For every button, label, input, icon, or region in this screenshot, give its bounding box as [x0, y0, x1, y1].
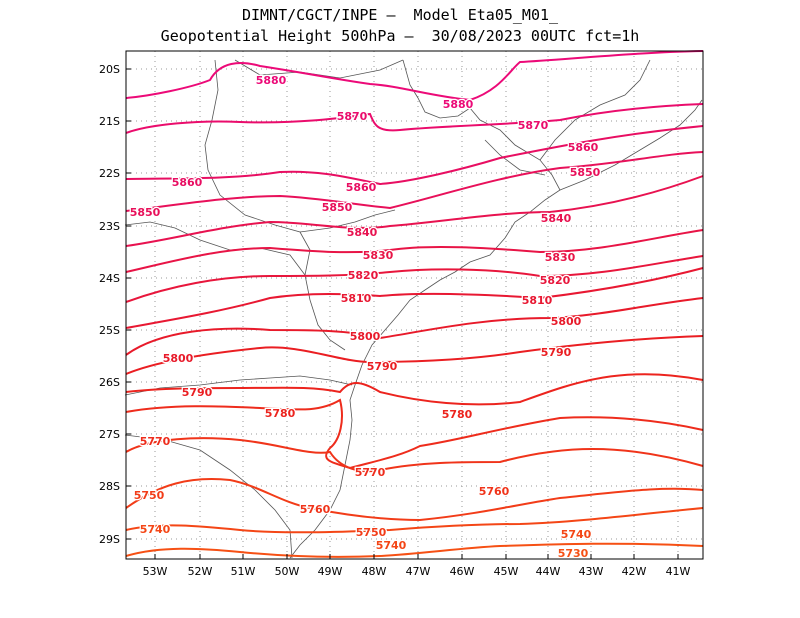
- contour-label: 5780: [442, 408, 473, 421]
- state-border: [124, 434, 293, 559]
- y-tick-label: 23S: [99, 220, 120, 233]
- contour-label: 5870: [518, 119, 549, 132]
- contour-lines: [125, 50, 704, 558]
- x-tick-label: 43W: [579, 565, 604, 578]
- contour-line-5740: [125, 507, 704, 534]
- map-frame: [125, 50, 704, 560]
- contour-label: 5790: [541, 346, 572, 359]
- y-tick-label: 20S: [99, 63, 120, 76]
- contour-labels: 5880 5880 5870 5870 5860 5860 5860 5850 5850 5850…: [128, 73, 601, 562]
- contour-label: 5790: [367, 360, 398, 373]
- contour-label: 5740: [376, 539, 407, 552]
- contour-line-5810: [125, 267, 704, 329]
- y-tick-label: 26S: [99, 376, 120, 389]
- contour-label: 5760: [479, 485, 510, 498]
- contour-label: 5810: [341, 292, 372, 305]
- contour-label: 5830: [545, 251, 576, 264]
- state-border: [124, 221, 306, 276]
- coastline-borders: [124, 59, 703, 559]
- contour-line-5870: [125, 103, 704, 134]
- x-tick-label: 44W: [536, 565, 561, 578]
- contour-label: 5780: [265, 407, 296, 420]
- state-border: [299, 209, 396, 233]
- contour-label: 5770: [140, 435, 171, 448]
- contour-line-5830: [125, 229, 704, 273]
- contour-label: 5840: [347, 226, 378, 239]
- contour-label: 5740: [140, 523, 171, 536]
- contour-line-5790: [125, 335, 704, 375]
- y-tick-label: 24S: [99, 272, 120, 285]
- x-tick-label: 45W: [494, 565, 519, 578]
- y-tick-label: 22S: [99, 167, 120, 180]
- map-title-line-2: Geopotential Height 500hPa – 30/08/2023 …: [160, 27, 640, 45]
- x-tick-label: 42W: [622, 565, 647, 578]
- contour-label: 5860: [172, 176, 203, 189]
- y-tick-label: 29S: [99, 533, 120, 546]
- x-tick-label: 52W: [188, 565, 213, 578]
- y-axis-ticks: 20S 21S 22S 23S 24S 25S 26S 27S 28S 29S: [99, 63, 131, 546]
- contour-line-5770: [125, 398, 704, 470]
- contour-label: 5740: [561, 528, 592, 541]
- lat-lon-grid: [126, 51, 703, 559]
- contour-label: 5850: [570, 166, 601, 179]
- y-tick-label: 27S: [99, 428, 120, 441]
- contour-label: 5800: [350, 330, 381, 343]
- contour-label: 5800: [163, 352, 194, 365]
- coastline: [289, 59, 561, 559]
- x-tick-label: 49W: [318, 565, 343, 578]
- contour-label: 5870: [337, 110, 368, 123]
- contour-label: 5760: [300, 503, 331, 516]
- contour-label: 5750: [134, 489, 165, 502]
- x-tick-label: 48W: [362, 565, 387, 578]
- contour-label: 5770: [355, 466, 386, 479]
- contour-label: 5750: [356, 526, 387, 539]
- state-border: [204, 59, 346, 351]
- y-tick-label: 21S: [99, 115, 120, 128]
- x-tick-label: 47W: [406, 565, 431, 578]
- contour-line-5850: [125, 151, 704, 212]
- contour-label: 5880: [256, 74, 287, 87]
- contour-line-5880: [125, 50, 704, 102]
- x-tick-label: 53W: [143, 565, 168, 578]
- map-title-line-1: DIMNT/CGCT/INPE – Model Eta05_M01_: [241, 6, 559, 24]
- contour-line-5860: [125, 125, 704, 186]
- x-tick-label: 41W: [666, 565, 691, 578]
- x-axis-ticks: 53W 52W 51W 50W 49W 48W 47W 46W 45W 44W 43W 42W 41W: [143, 554, 691, 578]
- x-tick-label: 51W: [231, 565, 256, 578]
- contour-label: 5820: [540, 274, 571, 287]
- contour-label: 5850: [130, 206, 161, 219]
- contour-label: 5830: [363, 249, 394, 262]
- contour-label: 5880: [443, 98, 474, 111]
- x-tick-label: 46W: [450, 565, 475, 578]
- contour-label: 5730: [558, 547, 589, 560]
- contour-label: 5860: [568, 141, 599, 154]
- contour-label: 5800: [551, 315, 582, 328]
- y-tick-label: 25S: [99, 324, 120, 337]
- contour-line-5840: [125, 175, 704, 247]
- contour-line-5800: [125, 297, 704, 356]
- state-border: [539, 59, 651, 161]
- coastline-north: [559, 99, 703, 191]
- contour-label: 5850: [322, 201, 353, 214]
- contour-label: 5790: [182, 386, 213, 399]
- contour-line-5780: [125, 373, 704, 406]
- state-border: [124, 375, 353, 396]
- contour-line-5760: [125, 437, 704, 473]
- contour-label: 5860: [346, 181, 377, 194]
- contour-line-5820: [125, 255, 704, 303]
- y-tick-label: 28S: [99, 480, 120, 493]
- x-tick-label: 50W: [275, 565, 300, 578]
- contour-line-5750: [125, 478, 704, 522]
- contour-label: 5840: [541, 212, 572, 225]
- contour-label: 5820: [348, 269, 379, 282]
- contour-line-5730: [125, 542, 704, 558]
- contour-label: 5810: [522, 294, 553, 307]
